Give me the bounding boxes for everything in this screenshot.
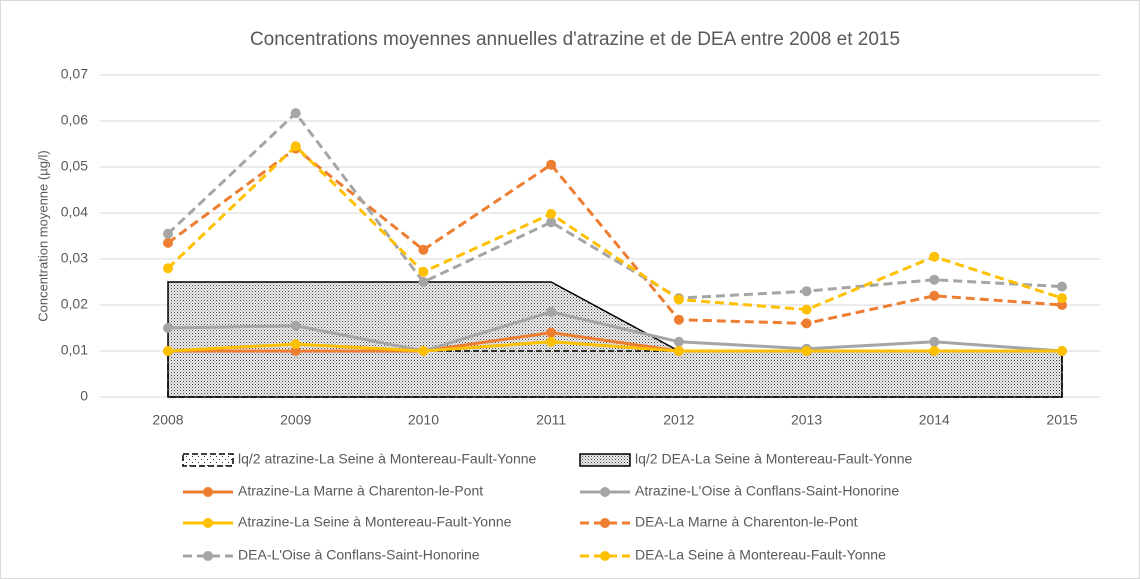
legend-label: Atrazine-La Marne à Charenton-le-Pont xyxy=(238,483,483,499)
y-tick-label: 0,01 xyxy=(61,342,88,358)
marker xyxy=(929,336,940,347)
marker xyxy=(163,323,173,333)
legend-label: DEA-La Marne à Charenton-le-Pont xyxy=(635,514,858,530)
marker xyxy=(290,108,301,119)
marker xyxy=(801,304,812,315)
x-tick-label: 2015 xyxy=(1046,412,1077,428)
y-tick-label: 0,05 xyxy=(61,158,88,174)
y-axis-label: Concentration moyenne (µg/l) xyxy=(35,150,50,322)
x-tick-label: 2008 xyxy=(152,412,183,428)
marker xyxy=(418,244,429,255)
marker xyxy=(546,208,557,219)
marker xyxy=(546,327,557,338)
marker xyxy=(546,159,557,170)
legend-label: Atrazine-L'Oise à Conflans-Saint-Honorin… xyxy=(635,483,899,499)
x-tick-label: 2014 xyxy=(919,412,950,428)
legend-label: DEA-L'Oise à Conflans-Saint-Honorine xyxy=(238,547,480,563)
marker xyxy=(290,339,301,350)
marker xyxy=(163,263,173,274)
y-tick-label: 0 xyxy=(80,388,88,404)
marker xyxy=(163,228,173,239)
legend-label: lq/2 DEA-La Seine à Montereau-Fault-Yonn… xyxy=(635,451,913,467)
marker xyxy=(163,346,173,356)
marker xyxy=(929,274,940,285)
marker xyxy=(673,294,684,305)
marker xyxy=(418,277,429,287)
legend-swatch xyxy=(579,453,631,467)
marker xyxy=(163,237,173,248)
y-tick-label: 0,07 xyxy=(61,66,88,82)
marker xyxy=(418,266,429,277)
marker xyxy=(673,314,684,325)
y-tick-label: 0,06 xyxy=(61,112,88,128)
x-tick-label: 2009 xyxy=(280,412,311,428)
legend-swatch xyxy=(182,453,234,467)
chart-title: Concentrations moyennes annuelles d'atra… xyxy=(250,29,900,50)
legend-label: DEA-La Seine à Montereau-Fault-Yonne xyxy=(635,547,886,563)
legend-marker xyxy=(203,487,213,497)
y-tick-label: 0,02 xyxy=(61,296,88,312)
line xyxy=(167,146,1063,325)
x-tick-label: 2011 xyxy=(536,412,566,428)
legend-label: Atrazine-La Seine à Montereau-Fault-Yonn… xyxy=(238,514,512,530)
marker xyxy=(546,306,557,317)
marker xyxy=(1057,346,1067,356)
marker xyxy=(418,346,429,356)
marker xyxy=(1057,293,1067,304)
marker xyxy=(290,346,301,356)
line xyxy=(166,110,1063,300)
marker xyxy=(673,346,684,356)
y-tick-label: 0,03 xyxy=(61,250,88,266)
marker xyxy=(801,286,812,297)
marker xyxy=(1057,300,1067,310)
marker xyxy=(546,336,557,347)
y-tick-label: 0,04 xyxy=(61,204,88,220)
legend-marker xyxy=(600,487,610,497)
legend-marker xyxy=(600,551,610,561)
area xyxy=(167,350,1063,398)
marker xyxy=(546,217,557,228)
marker xyxy=(929,346,940,356)
legend-marker xyxy=(203,518,213,528)
marker xyxy=(929,251,940,262)
marker xyxy=(801,346,812,356)
line xyxy=(167,340,1062,353)
legend-label: lq/2 atrazine-La Seine à Montereau-Fault… xyxy=(238,451,537,467)
legend-marker xyxy=(203,551,213,561)
marker xyxy=(673,336,684,347)
x-tick-label: 2012 xyxy=(663,412,694,428)
marker xyxy=(290,141,301,152)
marker xyxy=(801,318,812,329)
marker xyxy=(929,290,940,301)
marker xyxy=(1057,281,1067,292)
marker xyxy=(290,320,301,331)
x-tick-label: 2010 xyxy=(408,412,439,428)
legend-marker xyxy=(600,518,610,528)
x-tick-label: 2013 xyxy=(791,412,822,428)
line xyxy=(167,310,1063,353)
